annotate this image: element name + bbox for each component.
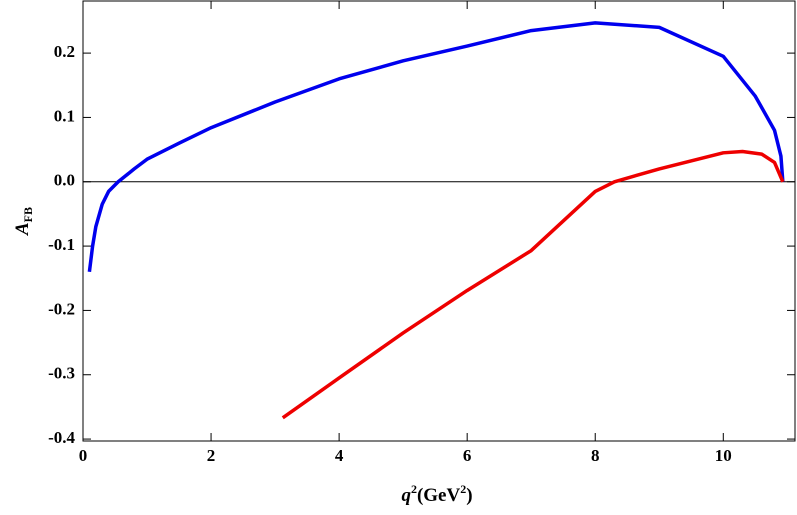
series-line	[87, 21, 785, 273]
x-tick-label: 0	[79, 446, 88, 465]
x-tick-label: 10	[715, 446, 732, 465]
x-label-part: 2	[460, 482, 466, 496]
y-tick-label: 0.0	[54, 171, 75, 190]
x-tick-label: 2	[207, 446, 216, 465]
y-tick-label: 0.2	[54, 42, 75, 61]
y-label-part: A	[12, 222, 33, 236]
y-tick-label: 0.1	[54, 106, 75, 125]
x-tick-label: 6	[463, 446, 472, 465]
x-label-part: (GeV	[417, 485, 461, 506]
x-label-part: )	[466, 485, 472, 506]
x-axis-label: q2(GeV2)	[401, 482, 472, 507]
x-label-part: 2	[411, 482, 417, 496]
y-label-part: FB	[21, 207, 35, 222]
x-tick-label: 8	[591, 446, 600, 465]
y-tick-label: -0.1	[48, 235, 75, 254]
x-tick-label: 4	[335, 446, 344, 465]
y-tick-label: -0.2	[48, 299, 75, 318]
plot-frame	[82, 0, 796, 442]
y-tick-label: -0.4	[48, 428, 75, 447]
x-label-part: q	[401, 485, 411, 506]
y-tick-label: -0.3	[48, 364, 75, 383]
series-line	[281, 149, 785, 420]
y-axis-label: AFB	[12, 207, 34, 236]
